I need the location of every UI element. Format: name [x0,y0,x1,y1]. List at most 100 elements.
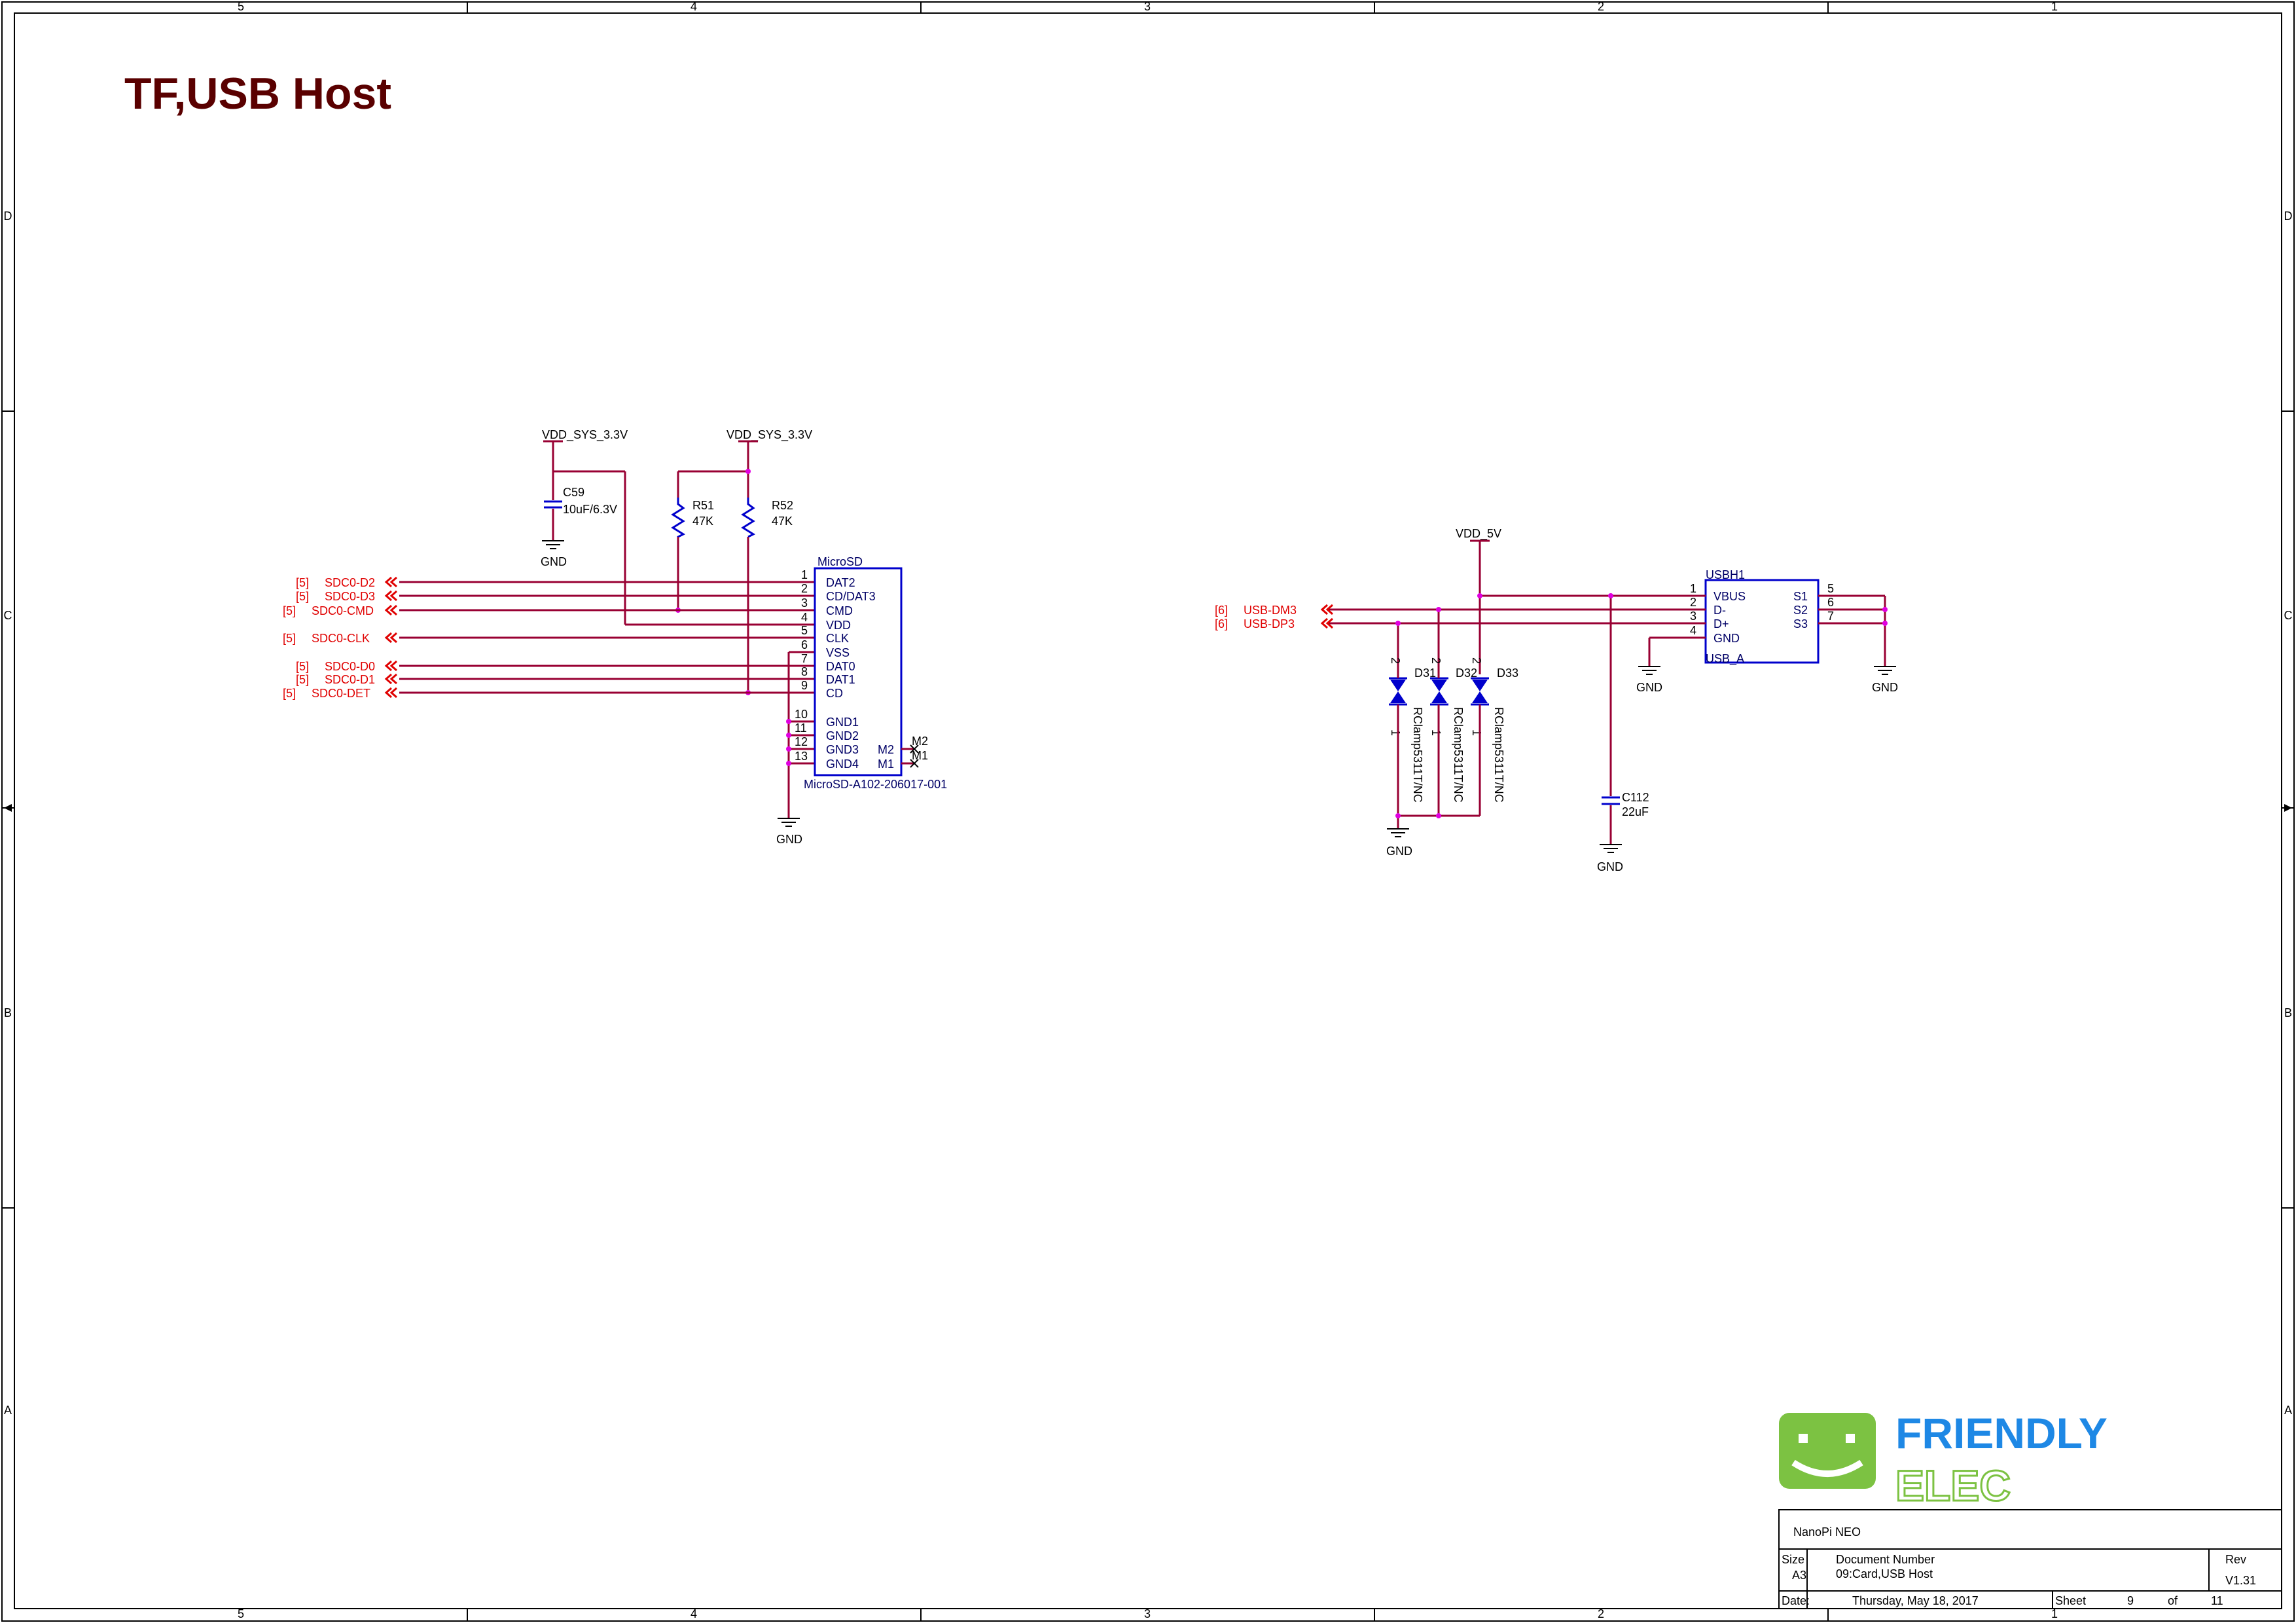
row-label-b-right: B [2284,1006,2292,1019]
d32-ref: D32 [1456,666,1477,680]
col-label-4-top: 4 [691,0,697,13]
m2-pin: M2 [912,735,928,748]
tb-size-label: Size [1782,1553,1804,1566]
microsd-connector [814,567,903,776]
usb-pin-num-3: 3 [1690,610,1696,623]
tb-total: 11 [2211,1594,2223,1607]
sd-pin-num-8: 8 [801,665,808,678]
usb-net-ref-dp: [6] [1215,617,1228,630]
c59-value: 10uF/6.3V [563,503,617,516]
tb-date-label: Date: [1782,1594,1810,1607]
sd-pin-num-2: 2 [801,582,808,595]
d33-ref: D33 [1497,666,1518,680]
sd-pin-name-1: DAT2 [826,576,855,589]
sd-pin-name-7: DAT0 [826,660,855,673]
sd-pin-name-2: CD/DAT3 [826,590,876,603]
diode-d32: 2 D32 1 RClamp5311T/NC [1429,657,1477,803]
page-title: TF,USB Host [124,69,391,119]
usb-pin-name-5: S1 [1793,590,1808,603]
sd-net-ref-cmd: [5] [283,604,296,617]
c59-gnd-label: GND [541,555,567,568]
sd-pin-name-12: GND3 [826,743,859,756]
d32-part: RClamp5311T/NC [1452,707,1465,803]
resistor-r51: R51 47K [671,498,714,609]
sd-pin-num-1: 1 [801,568,808,581]
microsd-connector-name: MicroSD [817,555,863,568]
sd-net-ref-d1: [5] [296,673,309,686]
sd-pin-num-12: 12 [795,735,808,748]
usb-pin-num-5: 5 [1827,582,1834,595]
d33-pin2: 2 [1470,657,1483,664]
microsd-section: VDD_SYS_3.3V VDD_SYS_3.3V C59 10uF/6.3V … [283,428,947,846]
sd-pin-num-6: 6 [801,638,808,651]
row-label-a-right: A [2284,1404,2292,1417]
m2-name: M2 [878,743,894,756]
usb-pin-name-4: GND [1713,632,1740,645]
usb-pin-num-4: 4 [1690,624,1696,637]
sd-net-d3: SDC0-D3 [325,590,375,603]
r52-ref: R52 [772,499,793,512]
usb-pin-name-6: S2 [1793,604,1808,617]
sd-pin-name-9: CD [826,687,843,700]
usb-pin-name-7: S3 [1793,617,1808,630]
usb-gnd-left-label: GND [1636,681,1662,694]
usb-connector-ref: USBH1 [1706,568,1745,581]
row-label-c-right: C [2284,609,2293,622]
sd-net-d0: SDC0-D0 [325,660,375,673]
sd-pin-num-3: 3 [801,596,808,610]
resistor-r52: R52 47K [741,498,793,538]
tb-date: Thursday, May 18, 2017 [1852,1594,1979,1607]
col-label-1-bottom: 1 [2051,1607,2058,1620]
d33-pin1: 1 [1470,729,1483,736]
usb-pin-name-2: D- [1713,604,1726,617]
r52-value: 47K [772,515,793,528]
row-label-d-right: D [2284,210,2293,223]
tb-size: A3 [1792,1569,1806,1582]
sd-net-ref-d2: [5] [296,576,309,589]
m1-name: M1 [878,757,894,771]
sd-pin-name-13: GND4 [826,757,859,771]
sd-net-ref-d0: [5] [296,660,309,673]
usb-pin-name-1: VBUS [1713,590,1746,603]
sd-net-ref-det: [5] [283,687,296,700]
sd-pin-num-10: 10 [795,708,808,721]
row-label-a-left: A [4,1404,12,1417]
sd-power-label-2: VDD_SYS_3.3V [726,428,812,442]
sd-pin-name-10: GND1 [826,716,859,729]
logo-line2: ELEC [1895,1461,2011,1510]
sd-net-cmd: SDC0-CMD [312,604,374,617]
sd-net-d2: SDC0-D2 [325,576,375,589]
col-label-2-top: 2 [1598,0,1604,13]
sd-net-ref-d3: [5] [296,590,309,603]
usb-net-dp: USB-DP3 [1244,617,1295,630]
row-label-b-left: B [4,1006,12,1019]
sd-gnd-label: GND [776,833,802,846]
usb-gnd-right-label: GND [1872,681,1898,694]
microsd-pins: 1 DAT2 2 CD/DAT3 3 CMD 4 VDD 5 CLK 6 VSS… [795,568,876,771]
tb-project: NanoPi NEO [1793,1525,1861,1539]
d32-pin2: 2 [1429,657,1443,664]
tb-of-label: of [2168,1594,2178,1607]
usb-power-label: VDD_5V [1456,527,1501,541]
sd-net-labels: [5] SDC0-D2 [5] SDC0-D3 [5] SDC0-CMD [5]… [283,576,397,700]
c112-value: 22uF [1622,805,1649,818]
usb-pin-name-3: D+ [1713,617,1729,630]
d31-part: RClamp5311T/NC [1411,707,1424,803]
sd-pin-name-3: CMD [826,604,853,617]
m1-pin: M1 [912,749,928,762]
sd-net-clk: SDC0-CLK [312,632,370,645]
sd-pin-num-5: 5 [801,624,808,637]
usb-pin-num-6: 6 [1827,596,1834,609]
row-label-d-left: D [4,210,12,223]
usb-a-connector [1704,579,1820,664]
usb-net-dm: USB-DM3 [1244,604,1297,617]
sd-pin-num-11: 11 [795,721,807,735]
sd-pin-num-13: 13 [795,750,808,763]
col-label-5-bottom: 5 [238,1607,244,1620]
usb-pin-num-1: 1 [1690,582,1696,595]
diode-d31: 2 D31 1 RClamp5311T/NC [1389,657,1436,803]
col-label-1-top: 1 [2051,0,2058,13]
microsd-connector-part: MicroSD-A102-206017-001 [804,778,947,791]
r51-value: 47K [692,515,713,528]
